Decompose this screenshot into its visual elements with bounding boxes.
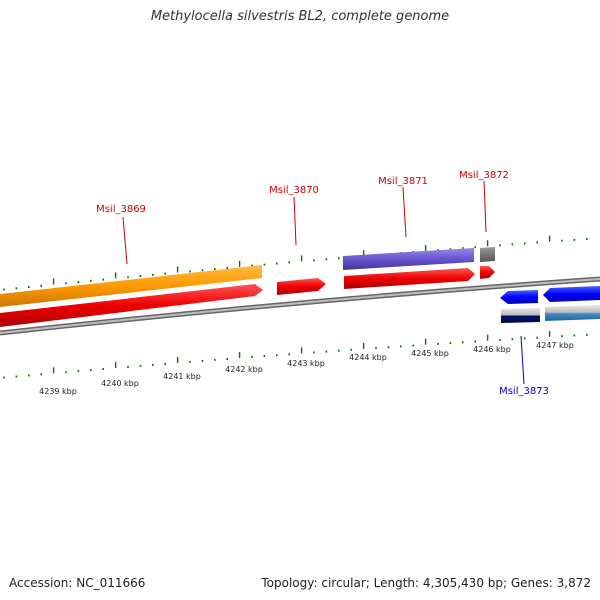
scale-label: 4244 kbp: [349, 353, 387, 362]
gene-feature-steel: [545, 305, 600, 321]
accession-text: Accession: NC_011666: [9, 576, 146, 590]
cds-arrow-msil-3873: [500, 290, 538, 304]
outer-tick-ring: [3, 235, 588, 291]
genome-summary-text: Topology: circular; Length: 4,305,430 bp…: [261, 576, 591, 590]
map-title: Methylocella silvestris BL2, complete ge…: [150, 9, 450, 24]
scale-label: 4241 kbp: [163, 372, 201, 381]
gene-label-msil-3873: Msil_3873: [499, 386, 549, 397]
gene-feature-purple: [343, 248, 474, 270]
scale-label: 4242 kbp: [225, 365, 263, 374]
scale-label: 4245 kbp: [411, 349, 449, 358]
cds-arrow-msil-3870: [277, 278, 326, 295]
gene-feature-navy: [501, 308, 540, 323]
gene-label-msil-3871: Msil_3871: [378, 176, 428, 187]
inner-tick-ring: [3, 330, 588, 379]
cds-arrow-msil-3871: [344, 268, 475, 289]
gene-feature-grey: [480, 247, 495, 262]
cds-arrow-msil-3872: [480, 266, 495, 279]
scale-label: 4246 kbp: [473, 345, 511, 354]
scale-label: 4243 kbp: [287, 359, 325, 368]
scale-label: 4240 kbp: [101, 379, 139, 388]
scale-label: 4247 kbp: [536, 341, 574, 350]
gene-label-msil-3870: Msil_3870: [269, 185, 319, 196]
gene-feature-orange: [0, 265, 262, 307]
cds-arrow-reverse-next: [543, 286, 600, 302]
cds-arrow-msil-3869: [0, 284, 263, 327]
scale-label: 4239 kbp: [39, 387, 77, 396]
gene-label-msil-3872: Msil_3872: [459, 170, 509, 181]
gene-label-msil-3869: Msil_3869: [96, 204, 146, 215]
